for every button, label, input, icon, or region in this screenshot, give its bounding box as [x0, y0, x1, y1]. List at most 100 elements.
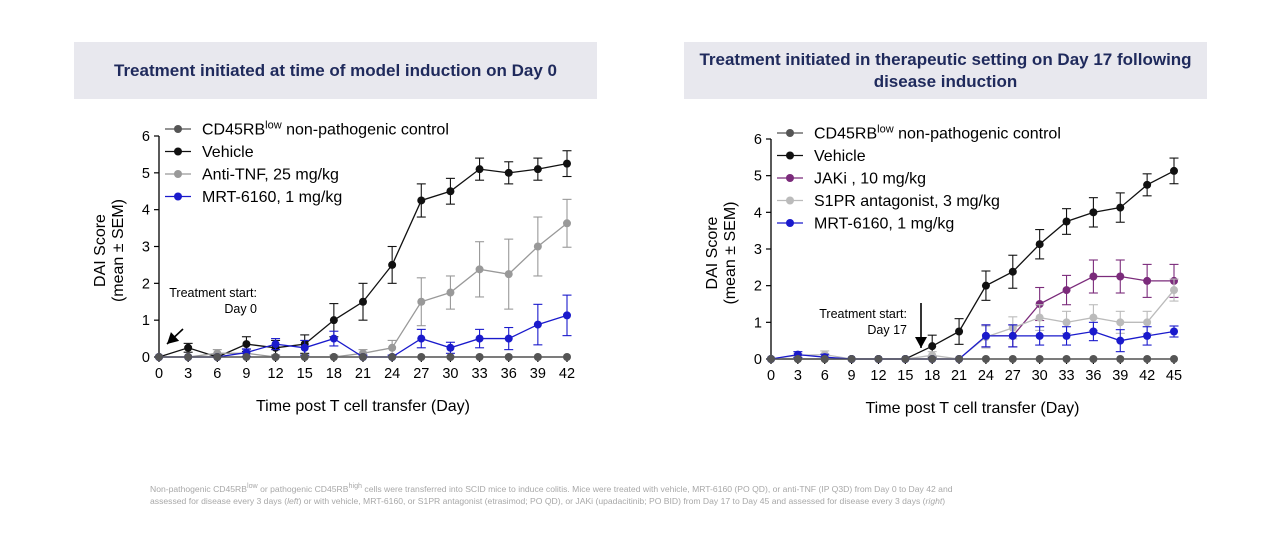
data-point	[242, 340, 251, 349]
footnote-line-2: assessed for disease every 3 days (left)…	[150, 495, 946, 506]
x-tick-label: 24	[384, 366, 400, 382]
data-point	[388, 353, 397, 361]
data-point	[1089, 313, 1098, 322]
x-tick-label: 6	[213, 366, 221, 382]
legend-label: CD45RBlow non-pathogenic control	[202, 120, 449, 139]
data-point	[1170, 327, 1178, 336]
series-line	[985, 275, 1174, 337]
y-axis-title-line-1: DAI Score	[704, 216, 721, 289]
data-point	[533, 320, 542, 329]
data-point	[563, 219, 571, 228]
data-point	[504, 168, 513, 177]
x-tick-label: 39	[1112, 368, 1128, 384]
data-point	[901, 355, 910, 363]
x-tick-label: 27	[413, 366, 429, 382]
data-point	[271, 340, 280, 349]
legend-marker	[786, 129, 794, 137]
y-tick-label: 1	[142, 313, 150, 329]
data-point	[981, 355, 990, 363]
data-point	[1116, 272, 1125, 281]
y-tick-label: 2	[142, 276, 150, 292]
left-chart-title: Treatment initiated at time of model ind…	[74, 42, 597, 99]
legend-marker	[174, 192, 182, 201]
data-point	[1116, 336, 1125, 345]
annotation-line-2: Day 0	[224, 302, 257, 316]
x-tick-label: 33	[472, 366, 488, 382]
data-point	[955, 327, 964, 336]
legend-label: JAKi , 10 mg/kg	[814, 171, 926, 188]
data-point	[1089, 208, 1098, 217]
data-point	[820, 355, 829, 363]
y-tick-label: 0	[754, 352, 762, 368]
x-tick-label: 0	[155, 366, 163, 382]
data-point	[417, 353, 426, 361]
series-cd45rb	[155, 353, 571, 361]
x-tick-label: 0	[767, 368, 775, 384]
x-tick-label: 15	[297, 366, 313, 382]
data-point	[563, 311, 571, 320]
x-tick-label: 12	[870, 368, 886, 384]
data-point	[981, 281, 990, 290]
y-tick-label: 4	[754, 205, 762, 221]
legend-label: CD45RBlow non-pathogenic control	[814, 124, 1061, 143]
data-point	[1170, 286, 1178, 295]
y-tick-label: 1	[754, 315, 762, 331]
right-chart-title: Treatment initiated in therapeutic setti…	[684, 42, 1207, 99]
data-point	[475, 334, 484, 343]
legend-marker	[786, 151, 794, 160]
data-point	[1116, 355, 1125, 363]
data-point	[1062, 318, 1071, 327]
data-point	[1008, 267, 1017, 276]
y-tick-label: 5	[754, 169, 762, 185]
data-point	[1062, 286, 1071, 295]
x-tick-label: 3	[794, 368, 802, 384]
y-tick-label: 4	[142, 203, 150, 219]
legend-label: MRT-6160, 1 mg/kg	[202, 189, 342, 206]
x-tick-label: 42	[1139, 368, 1155, 384]
series-s1pr-antagonist-3-mg-kg	[767, 278, 1179, 363]
data-point	[533, 165, 542, 174]
y-tick-label: 5	[142, 166, 150, 182]
data-point	[1116, 203, 1125, 212]
legend-marker	[174, 147, 182, 156]
x-axis-title: Time post T cell transfer (Day)	[866, 400, 1080, 417]
data-point	[155, 353, 163, 361]
y-axis-title-line-1: DAI Score	[92, 214, 109, 287]
data-point	[504, 334, 513, 343]
data-point	[1143, 331, 1152, 340]
data-point	[359, 353, 367, 361]
data-point	[417, 334, 426, 343]
x-tick-label: 33	[1058, 368, 1074, 384]
annotation-line-2: Day 17	[867, 323, 907, 337]
data-point	[1062, 217, 1071, 226]
right-chart: 0 3 6 9 12 15 18 21 24 27 30 33 36 39 42 450123456Time …	[704, 124, 1182, 418]
data-point	[1089, 272, 1098, 281]
x-tick-label: 18	[326, 366, 342, 382]
data-point	[955, 355, 964, 363]
data-point	[928, 342, 937, 351]
data-point	[928, 355, 937, 363]
data-point	[1062, 355, 1071, 363]
legend-label: Vehicle	[202, 144, 254, 161]
x-tick-label: 9	[848, 368, 856, 384]
data-point	[533, 242, 542, 251]
series-line	[770, 330, 1175, 360]
x-tick-label: 30	[1032, 368, 1048, 384]
legend-label: MRT-6160, 1 mg/kg	[814, 216, 954, 233]
x-tick-label: 3	[184, 366, 192, 382]
data-point	[563, 159, 571, 168]
data-point	[184, 343, 193, 352]
data-point	[504, 270, 513, 279]
data-point	[417, 196, 426, 205]
x-tick-label: 21	[355, 366, 371, 382]
data-point	[300, 343, 309, 352]
data-point	[1062, 331, 1071, 340]
data-point	[446, 353, 455, 361]
data-point	[271, 353, 280, 361]
footnote: Non-pathogenic CD45RBlow or pathogenic C…	[150, 480, 1150, 507]
x-tick-label: 18	[924, 368, 940, 384]
annotation-line-1: Treatment start:	[819, 307, 907, 321]
data-point	[1008, 331, 1017, 340]
